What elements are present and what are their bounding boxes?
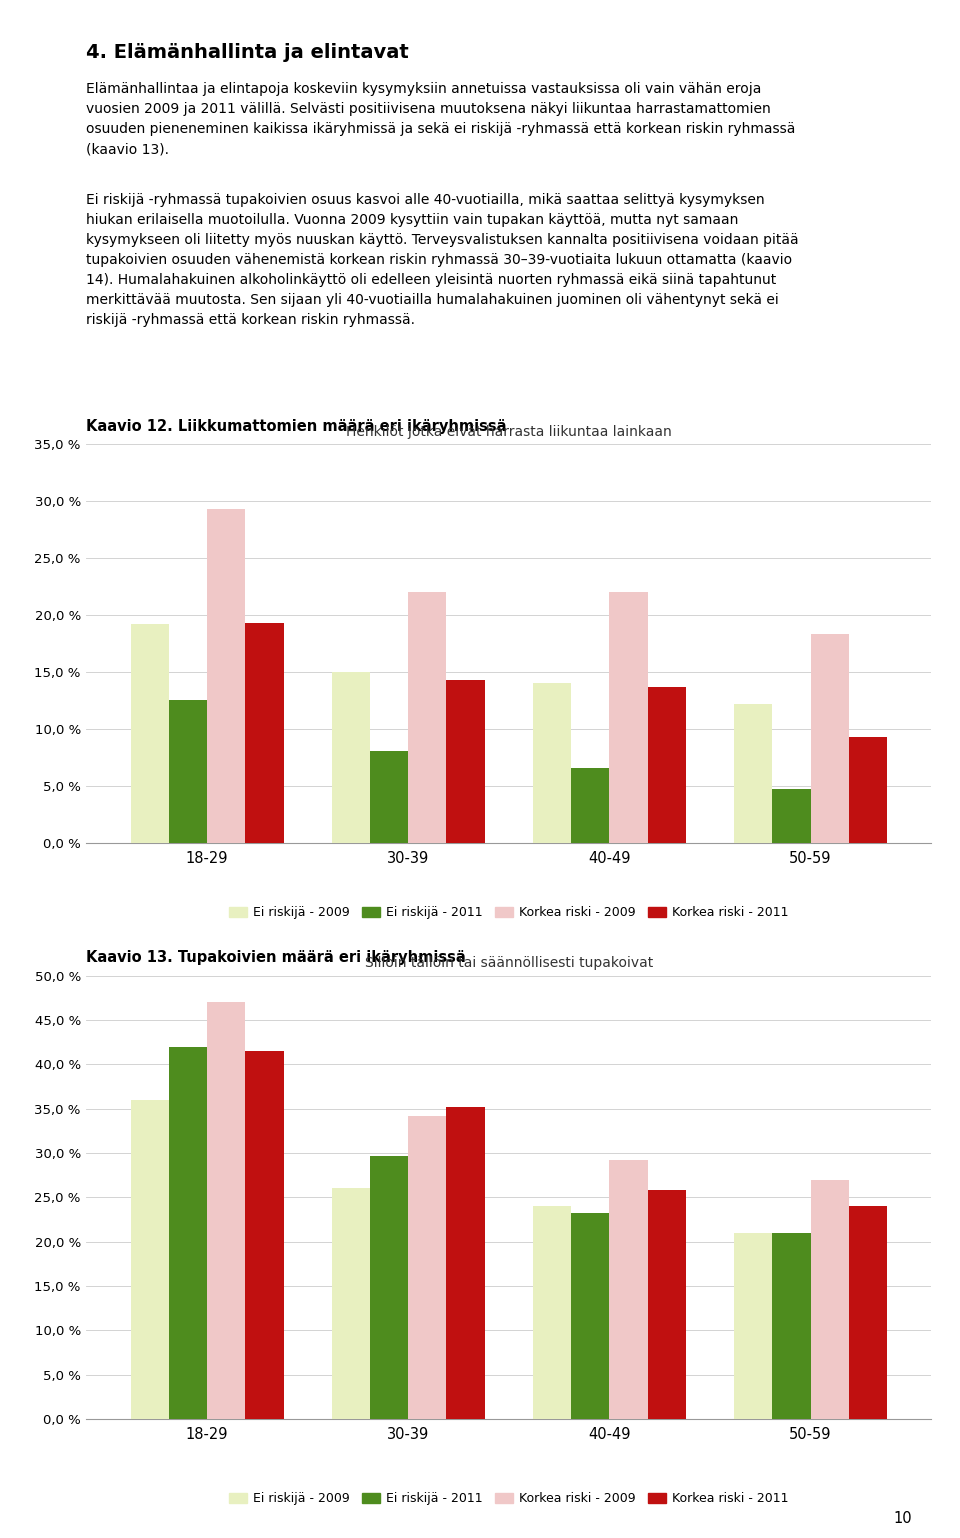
Bar — [849, 1206, 887, 1420]
Bar — [332, 1189, 370, 1420]
Bar — [131, 1100, 169, 1420]
Bar — [131, 624, 169, 843]
Text: Kaavio 13. Tupakoivien määrä eri ikäryhmissä: Kaavio 13. Tupakoivien määrä eri ikäryhm… — [86, 950, 467, 966]
Bar — [734, 704, 772, 843]
Bar — [610, 592, 648, 843]
Bar — [169, 1047, 207, 1420]
Bar — [207, 509, 246, 843]
Bar — [810, 1180, 849, 1420]
Text: 4. Elämänhallinta ja elintavat: 4. Elämänhallinta ja elintavat — [86, 43, 409, 62]
Bar — [772, 1233, 810, 1420]
Bar — [571, 767, 610, 843]
Bar — [610, 1160, 648, 1420]
Text: Kaavio 12. Liikkumattomien määrä eri ikäryhmissä: Kaavio 12. Liikkumattomien määrä eri ikä… — [86, 418, 507, 434]
Bar — [446, 1107, 485, 1420]
Bar — [849, 737, 887, 843]
Bar — [446, 680, 485, 843]
Legend: Ei riskijä - 2009, Ei riskijä - 2011, Korkea riski - 2009, Korkea riski - 2011: Ei riskijä - 2009, Ei riskijä - 2011, Ko… — [225, 901, 793, 924]
Bar — [207, 1003, 246, 1420]
Bar — [169, 700, 207, 843]
Bar — [246, 1050, 283, 1420]
Bar — [408, 592, 446, 843]
Bar — [533, 683, 571, 843]
Text: 10: 10 — [894, 1510, 912, 1526]
Bar — [370, 751, 408, 843]
Bar — [533, 1206, 571, 1420]
Bar — [648, 687, 685, 843]
Bar — [571, 1213, 610, 1420]
Text: Elämänhallintaa ja elintapoja koskeviin kysymyksiin annetuissa vastauksissa oli : Elämänhallintaa ja elintapoja koskeviin … — [86, 82, 796, 157]
Bar — [648, 1190, 685, 1420]
Legend: Ei riskijä - 2009, Ei riskijä - 2011, Korkea riski - 2009, Korkea riski - 2011: Ei riskijä - 2009, Ei riskijä - 2011, Ko… — [225, 1487, 793, 1510]
Bar — [734, 1233, 772, 1420]
Bar — [810, 634, 849, 843]
Bar — [246, 623, 283, 843]
Text: Ei riskijä -ryhmassä tupakoivien osuus kasvoi alle 40-vuotiailla, mikä saattaa s: Ei riskijä -ryhmassä tupakoivien osuus k… — [86, 192, 799, 328]
Title: Henkilöt jotka eivät harrasta liikuntaa lainkaan: Henkilöt jotka eivät harrasta liikuntaa … — [346, 424, 672, 438]
Bar — [408, 1117, 446, 1420]
Title: Silloin tällöin tai säännöllisesti tupakoivat: Silloin tällöin tai säännöllisesti tupak… — [365, 957, 653, 970]
Bar — [332, 672, 370, 843]
Bar — [772, 789, 810, 843]
Bar — [370, 1155, 408, 1420]
